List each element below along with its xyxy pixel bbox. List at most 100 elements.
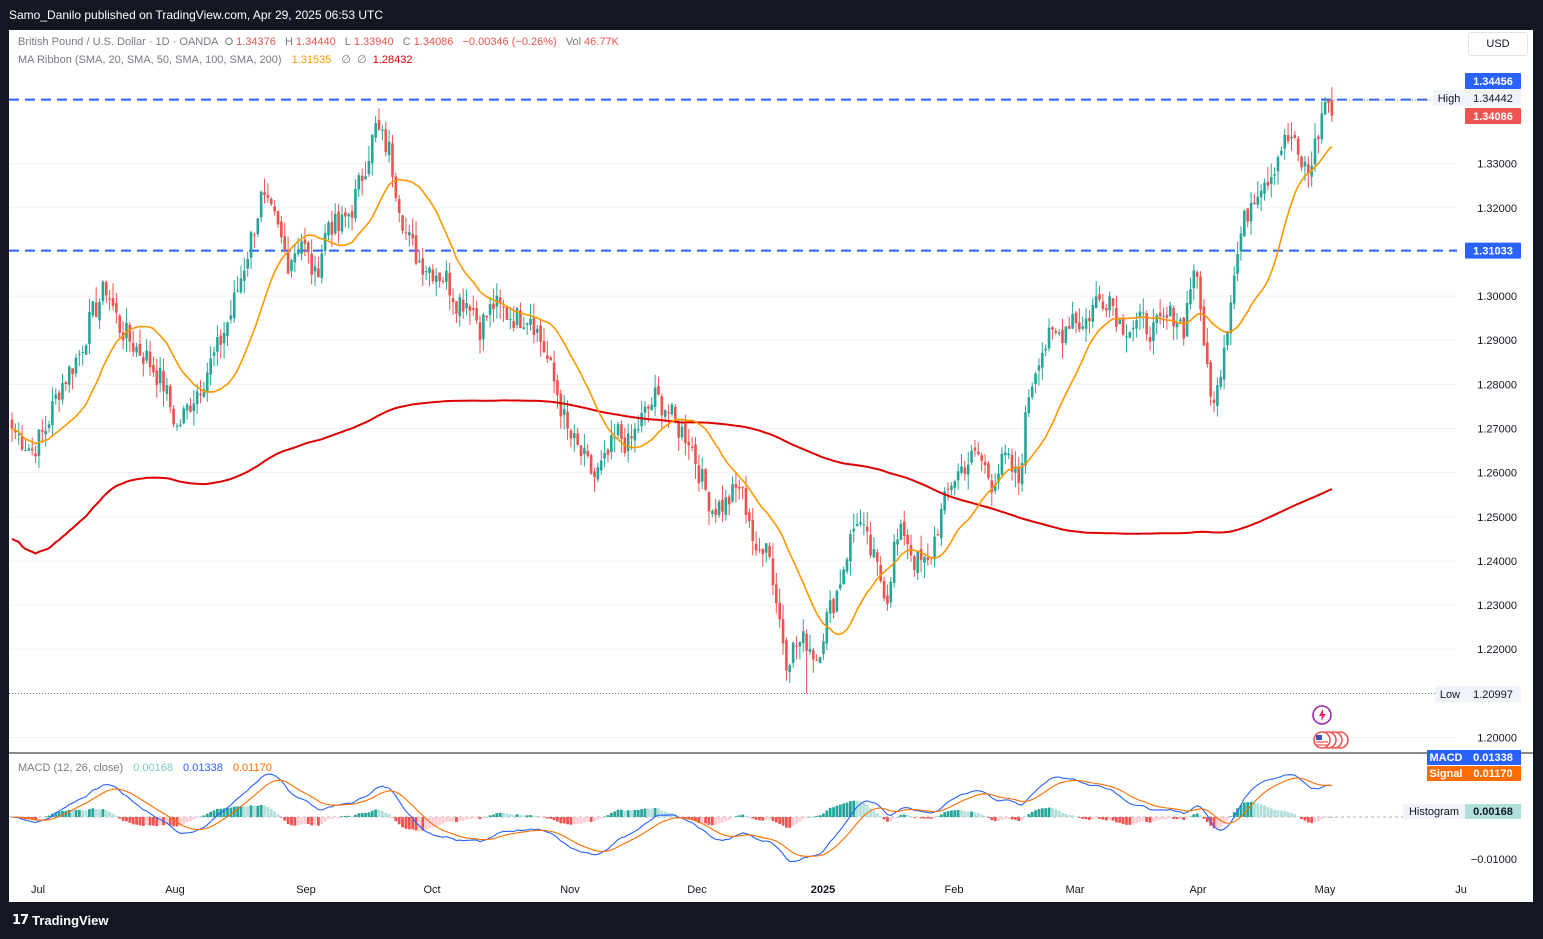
candle <box>815 653 819 662</box>
vol-label: Vol <box>565 36 582 48</box>
candle <box>44 415 47 447</box>
histogram-bar <box>310 817 314 826</box>
histogram-bar <box>455 817 458 823</box>
histogram-bar <box>465 817 468 820</box>
histogram-bar <box>125 817 128 822</box>
candle <box>458 293 462 327</box>
histogram-bar <box>1195 813 1199 817</box>
histogram-bar <box>1175 817 1179 820</box>
candle <box>902 510 906 546</box>
candle <box>1226 330 1229 351</box>
candle <box>1283 128 1287 160</box>
histogram-bar <box>640 809 644 817</box>
svg-text:0.00168: 0.00168 <box>1473 806 1513 818</box>
histogram-bar <box>811 816 815 818</box>
candle <box>606 448 610 463</box>
candle <box>1034 371 1037 394</box>
histogram-bar <box>61 810 64 817</box>
histogram-bar <box>249 805 253 817</box>
symbol-legend: British Pound / U.S. Dollar · 1D · OANDA… <box>18 36 622 48</box>
candle <box>125 307 128 353</box>
histogram-bar <box>498 812 502 817</box>
candle <box>1182 316 1186 346</box>
candle <box>20 424 24 452</box>
candle <box>1286 123 1290 144</box>
candle <box>451 288 455 315</box>
candle <box>384 121 388 157</box>
candle <box>1084 307 1088 342</box>
histogram-bar <box>1131 817 1135 825</box>
candle <box>1081 316 1085 331</box>
histogram-bar <box>1172 817 1176 819</box>
histogram-bar <box>923 817 926 819</box>
histogram-bar <box>512 814 516 817</box>
tradingview-logo[interactable]: 17 TradingView <box>12 913 108 928</box>
histogram-bar <box>101 809 105 817</box>
histogram-bar <box>636 809 640 817</box>
candle <box>1051 325 1054 340</box>
histogram-bar <box>1030 811 1034 817</box>
candle <box>936 529 940 537</box>
histogram-bar <box>1293 814 1297 817</box>
histogram-bar <box>37 817 41 819</box>
histogram-bar <box>774 817 778 823</box>
us-flag-events-icon[interactable] <box>1313 731 1349 749</box>
histogram-bar <box>892 817 896 819</box>
candle <box>1007 447 1010 460</box>
histogram-bar <box>717 817 721 824</box>
candle <box>539 318 542 357</box>
histogram-bar <box>623 810 627 817</box>
candle <box>370 134 374 176</box>
histogram-bar <box>956 810 960 817</box>
histogram-bar <box>963 811 967 817</box>
histogram-bar <box>481 817 485 818</box>
moving-averages <box>11 145 1333 635</box>
candle <box>822 633 825 660</box>
candle <box>357 172 361 197</box>
candle <box>939 503 943 547</box>
currency-button[interactable]: USD <box>1468 32 1528 56</box>
vol-value: 46.77K <box>584 36 619 48</box>
histogram-bar <box>508 814 512 817</box>
candle <box>1280 146 1283 157</box>
histogram-bar <box>347 815 351 817</box>
candle <box>492 289 495 323</box>
histogram-bar <box>1057 810 1061 817</box>
candle <box>41 419 44 444</box>
candle <box>276 210 280 228</box>
candle <box>34 445 37 464</box>
candle <box>980 452 983 472</box>
candle <box>552 350 556 394</box>
candle <box>835 589 839 613</box>
svg-text:Histogram: Histogram <box>1409 806 1459 818</box>
chart-frame[interactable]: 1.33000 1.32000 1.30000 1.29000 1.28000 1.270… <box>9 30 1533 902</box>
candle <box>445 260 448 290</box>
candle <box>81 345 85 366</box>
histogram-bar <box>751 817 755 819</box>
close-value: 1.34086 <box>413 36 454 48</box>
candle <box>694 437 697 479</box>
footer-bar: 17 TradingView <box>0 902 1543 939</box>
histogram-bar <box>1024 817 1027 818</box>
candle <box>603 440 606 468</box>
histogram-bar <box>1104 817 1108 821</box>
candle <box>1030 382 1034 400</box>
candle <box>1000 447 1004 477</box>
candle <box>879 556 882 584</box>
svg-text:1.34456: 1.34456 <box>1473 76 1513 88</box>
histogram-bar <box>1067 814 1071 817</box>
low-label: L <box>344 36 351 48</box>
time-tick-label: Jul <box>31 884 45 896</box>
time-tick-label: Feb <box>945 884 964 896</box>
chart-svg[interactable]: 1.33000 1.32000 1.30000 1.29000 1.28000 1.270… <box>9 30 1533 902</box>
candle <box>118 313 122 338</box>
level2-badge: 1.31033 <box>1465 242 1521 259</box>
histogram-bar <box>896 816 899 818</box>
candle <box>1195 270 1199 289</box>
histogram-bar <box>424 817 428 830</box>
ma-value-2: 1.28432 <box>372 54 413 66</box>
candle <box>381 125 384 141</box>
candle <box>562 394 566 430</box>
histogram-bar <box>377 809 381 817</box>
histogram-bar <box>633 809 637 817</box>
